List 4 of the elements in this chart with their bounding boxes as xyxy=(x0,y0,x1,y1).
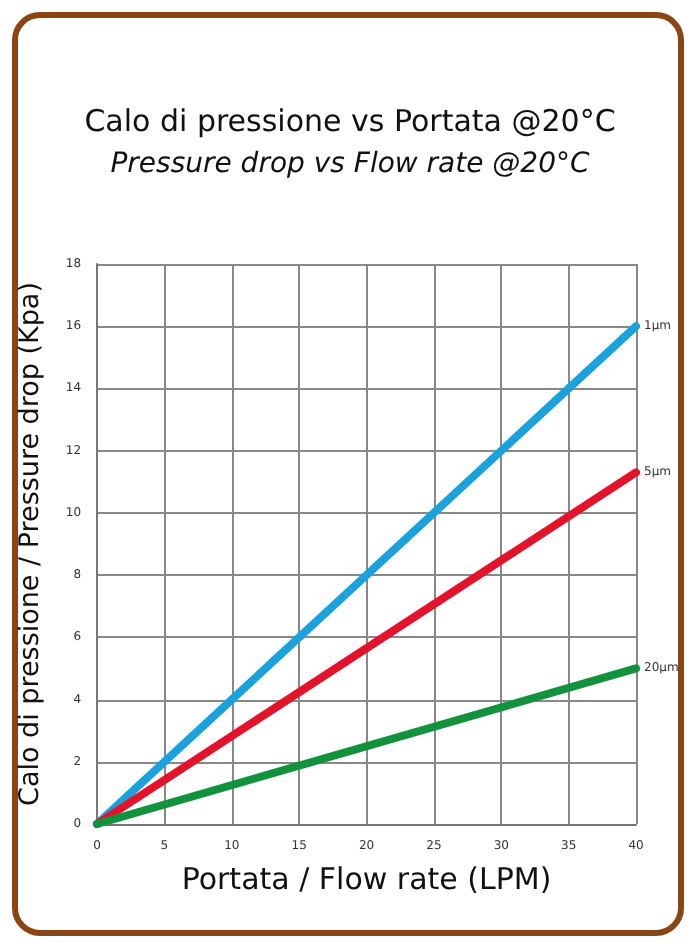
x-axis-title: Portata / Flow rate (LPM) xyxy=(181,861,552,897)
chart-title: Calo di pressione vs Portata @20°C xyxy=(84,103,616,139)
y-axis-title: Calo di pressione / Pressure drop (Kpa) xyxy=(14,282,46,806)
chart-subtitle: Pressure drop vs Flow rate @20°C xyxy=(110,148,590,180)
